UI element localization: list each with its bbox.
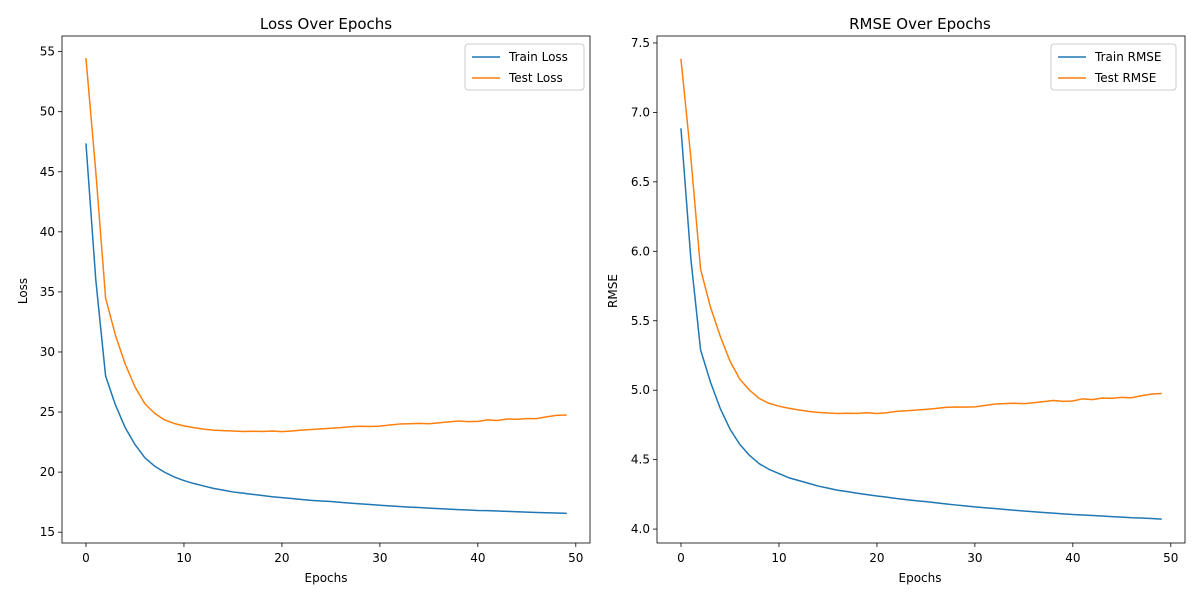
legend: Train RMSE Test RMSE bbox=[1050, 43, 1177, 91]
y-tick-label-4: 35 bbox=[40, 285, 55, 299]
y-tick-label-6: 45 bbox=[40, 165, 55, 179]
x-tick-label-4: 40 bbox=[470, 551, 485, 565]
chart-title: RMSE Over Epochs bbox=[849, 15, 991, 33]
series-line-0 bbox=[680, 128, 1162, 520]
x-tick-label-5: 50 bbox=[568, 551, 583, 565]
y-tick-label-4: 6.0 bbox=[631, 244, 650, 258]
y-tick-label-1: 20 bbox=[40, 465, 55, 479]
legend-label-0: Train RMSE bbox=[1094, 50, 1162, 64]
x-axis-label: Epochs bbox=[305, 571, 348, 585]
chart-title: Loss Over Epochs bbox=[260, 15, 392, 33]
y-tick-label-2: 5.0 bbox=[631, 383, 650, 397]
legend-label-1: Test RMSE bbox=[1094, 71, 1156, 85]
x-tick-label-0: 0 bbox=[677, 551, 685, 565]
x-axis-label: Epochs bbox=[899, 571, 942, 585]
y-tick-label-2: 25 bbox=[40, 405, 55, 419]
y-axis-label: RMSE bbox=[606, 274, 620, 308]
y-tick-label-6: 7.0 bbox=[631, 105, 650, 119]
loss-chart-plot-area: 0 10 20 30 40 50 15 20 25 30 35 40 45 50 55 bbox=[40, 35, 591, 565]
y-tick-label-3: 30 bbox=[40, 345, 55, 359]
x-tick-label-1: 10 bbox=[771, 551, 786, 565]
y-tick-label-7: 7.5 bbox=[631, 36, 650, 50]
x-tick-label-4: 40 bbox=[1065, 551, 1080, 565]
legend: Train Loss Test Loss bbox=[464, 43, 585, 91]
axes-frame bbox=[656, 35, 1186, 544]
y-tick-label-0: 15 bbox=[40, 525, 55, 539]
legend-label-1: Test Loss bbox=[508, 71, 563, 85]
axes-frame bbox=[61, 35, 591, 544]
x-tick-label-5: 50 bbox=[1163, 551, 1178, 565]
x-tick-label-1: 10 bbox=[176, 551, 191, 565]
x-tick-label-3: 30 bbox=[372, 551, 387, 565]
x-tick-label-0: 0 bbox=[82, 551, 90, 565]
x-tick-label-2: 20 bbox=[869, 551, 884, 565]
legend-label-0: Train Loss bbox=[508, 50, 568, 64]
y-tick-label-5: 40 bbox=[40, 225, 55, 239]
y-tick-label-8: 55 bbox=[40, 45, 55, 59]
y-tick-label-3: 5.5 bbox=[631, 314, 650, 328]
y-tick-label-7: 50 bbox=[40, 105, 55, 119]
rmse-chart: RMSE Over Epochs 0 10 20 30 40 50 4.0 4.5 5.0 5.5… bbox=[606, 15, 1186, 585]
y-tick-label-0: 4.0 bbox=[631, 522, 650, 536]
x-tick-label-3: 30 bbox=[967, 551, 982, 565]
x-tick-label-2: 20 bbox=[274, 551, 289, 565]
y-tick-label-5: 6.5 bbox=[631, 175, 650, 189]
series-line-1 bbox=[85, 58, 567, 433]
loss-chart: Loss Over Epochs 0 10 20 30 40 50 15 20 25 30 35 40… bbox=[16, 15, 591, 585]
y-tick-label-1: 4.5 bbox=[631, 453, 650, 467]
series-line-0 bbox=[85, 143, 567, 515]
rmse-chart-plot-area: 0 10 20 30 40 50 4.0 4.5 5.0 5.5 6.0 6.5 7.0 7.5 bbox=[631, 35, 1186, 565]
y-axis-label: Loss bbox=[16, 278, 30, 304]
series-line-1 bbox=[680, 58, 1162, 415]
